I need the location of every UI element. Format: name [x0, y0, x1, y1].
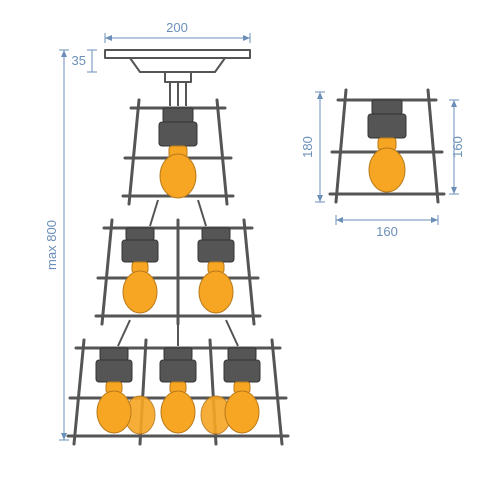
tier-3 — [68, 340, 288, 444]
dim-module-inner-h-label: 160 — [450, 136, 465, 158]
dim-top-width-label: 200 — [166, 20, 188, 35]
ceiling-canopy — [105, 50, 250, 82]
tier-2 — [96, 220, 260, 324]
dim-module-outer-h: 180 — [300, 92, 325, 202]
dim-module-width: 160 — [336, 215, 438, 239]
dim-total-height: max 800 — [44, 50, 69, 440]
dim-module-inner-h: 160 — [449, 100, 465, 194]
tier-1 — [123, 100, 233, 204]
main-fixture: 200 35 max 800 — [44, 20, 288, 444]
dim-canopy-height: 35 — [72, 50, 97, 72]
dim-top-width: 200 — [105, 20, 250, 43]
dim-canopy-height-label: 35 — [72, 53, 86, 68]
dim-total-height-label: max 800 — [44, 220, 59, 270]
module-detail: 180 160 160 — [300, 90, 465, 239]
dim-module-outer-h-label: 180 — [300, 136, 315, 158]
technical-drawing: 200 35 max 800 — [0, 0, 500, 500]
dim-module-width-label: 160 — [376, 224, 398, 239]
